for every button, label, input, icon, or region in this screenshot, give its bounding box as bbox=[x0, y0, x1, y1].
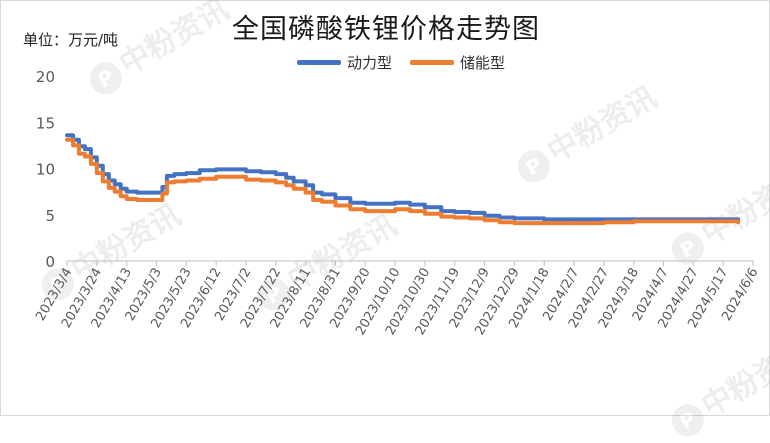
data-point bbox=[259, 179, 263, 183]
legend-item-power: 动力型 bbox=[297, 52, 392, 73]
data-point bbox=[423, 205, 427, 209]
data-point bbox=[721, 219, 725, 223]
data-point bbox=[184, 179, 188, 183]
data-point bbox=[259, 170, 263, 174]
data-point bbox=[393, 207, 397, 211]
data-point bbox=[292, 187, 296, 191]
data-point bbox=[146, 191, 150, 195]
data-point bbox=[393, 201, 397, 205]
data-point bbox=[274, 172, 278, 176]
data-point bbox=[83, 154, 87, 158]
data-point bbox=[542, 221, 546, 225]
data-point bbox=[284, 183, 288, 187]
data-point bbox=[214, 175, 218, 179]
data-point bbox=[154, 191, 158, 195]
data-point bbox=[542, 217, 546, 221]
data-point bbox=[468, 211, 472, 215]
data-point bbox=[135, 191, 139, 195]
data-point bbox=[165, 174, 169, 178]
data-point bbox=[363, 202, 367, 206]
data-point bbox=[89, 162, 93, 166]
data-point bbox=[408, 203, 412, 207]
legend-swatch-storage bbox=[410, 60, 455, 65]
data-point bbox=[284, 176, 288, 180]
data-point bbox=[572, 221, 576, 225]
data-point bbox=[160, 191, 164, 195]
legend-swatch-power bbox=[297, 60, 341, 65]
data-point bbox=[125, 197, 129, 201]
data-point bbox=[380, 202, 384, 206]
data-point bbox=[172, 172, 176, 176]
data-point bbox=[691, 219, 695, 223]
data-point bbox=[497, 220, 501, 224]
data-point bbox=[311, 198, 315, 202]
data-point bbox=[602, 217, 606, 221]
data-point bbox=[292, 179, 296, 183]
data-point bbox=[83, 147, 87, 151]
data-point bbox=[95, 171, 99, 175]
data-point bbox=[483, 218, 487, 222]
data-point bbox=[135, 198, 139, 202]
y-tick-label: 20 bbox=[36, 68, 55, 86]
chart-title: 全国磷酸铁锂价格走势图 bbox=[232, 14, 540, 45]
data-point bbox=[497, 216, 501, 220]
data-point bbox=[198, 168, 202, 172]
y-tick-label: 5 bbox=[45, 207, 55, 225]
data-point bbox=[333, 196, 337, 200]
data-point bbox=[363, 209, 367, 213]
data-point bbox=[736, 220, 740, 224]
legend: 动力型 储能型 bbox=[297, 52, 505, 73]
y-tick-label: 0 bbox=[45, 253, 55, 271]
data-point bbox=[77, 152, 81, 156]
y-tick-label: 10 bbox=[36, 161, 55, 179]
data-point bbox=[572, 217, 576, 221]
data-point bbox=[119, 194, 123, 198]
data-point bbox=[602, 220, 606, 224]
legend-label-power: 动力型 bbox=[347, 54, 393, 72]
data-point bbox=[662, 219, 666, 223]
data-point bbox=[348, 207, 352, 211]
y-tick-label: 15 bbox=[36, 114, 55, 132]
data-point bbox=[423, 212, 427, 216]
data-point bbox=[408, 209, 412, 213]
data-point bbox=[632, 219, 636, 223]
data-point bbox=[172, 179, 176, 183]
data-point bbox=[304, 183, 308, 187]
data-point bbox=[304, 191, 308, 195]
data-point bbox=[244, 178, 248, 182]
data-point bbox=[184, 171, 188, 175]
data-point bbox=[320, 192, 324, 196]
data-point bbox=[274, 180, 278, 184]
data-point bbox=[65, 138, 69, 142]
unit-label: 单位：万元/吨 bbox=[23, 31, 119, 49]
data-point bbox=[439, 215, 443, 219]
data-point bbox=[113, 190, 117, 194]
data-point bbox=[512, 221, 516, 225]
data-point bbox=[71, 143, 75, 147]
data-point bbox=[453, 210, 457, 214]
legend-item-storage: 储能型 bbox=[410, 52, 505, 73]
data-point bbox=[512, 216, 516, 220]
data-point bbox=[348, 201, 352, 205]
data-point bbox=[214, 167, 218, 171]
data-point bbox=[468, 216, 472, 220]
data-point bbox=[453, 216, 457, 220]
data-point bbox=[146, 198, 150, 202]
data-point bbox=[107, 186, 111, 190]
data-point bbox=[320, 200, 324, 204]
data-point bbox=[101, 179, 105, 183]
data-point bbox=[160, 185, 164, 189]
data-point bbox=[198, 177, 202, 181]
data-point bbox=[380, 209, 384, 213]
data-point bbox=[65, 133, 69, 137]
data-point bbox=[244, 169, 248, 173]
data-point bbox=[165, 180, 169, 184]
data-point bbox=[125, 190, 129, 194]
data-point bbox=[333, 204, 337, 207]
plot-area: 051015202023/3/42023/3/242023/4/132023/5… bbox=[33, 68, 761, 338]
legend-label-storage: 储能型 bbox=[460, 54, 506, 72]
data-point bbox=[154, 198, 158, 202]
data-point bbox=[113, 182, 117, 186]
